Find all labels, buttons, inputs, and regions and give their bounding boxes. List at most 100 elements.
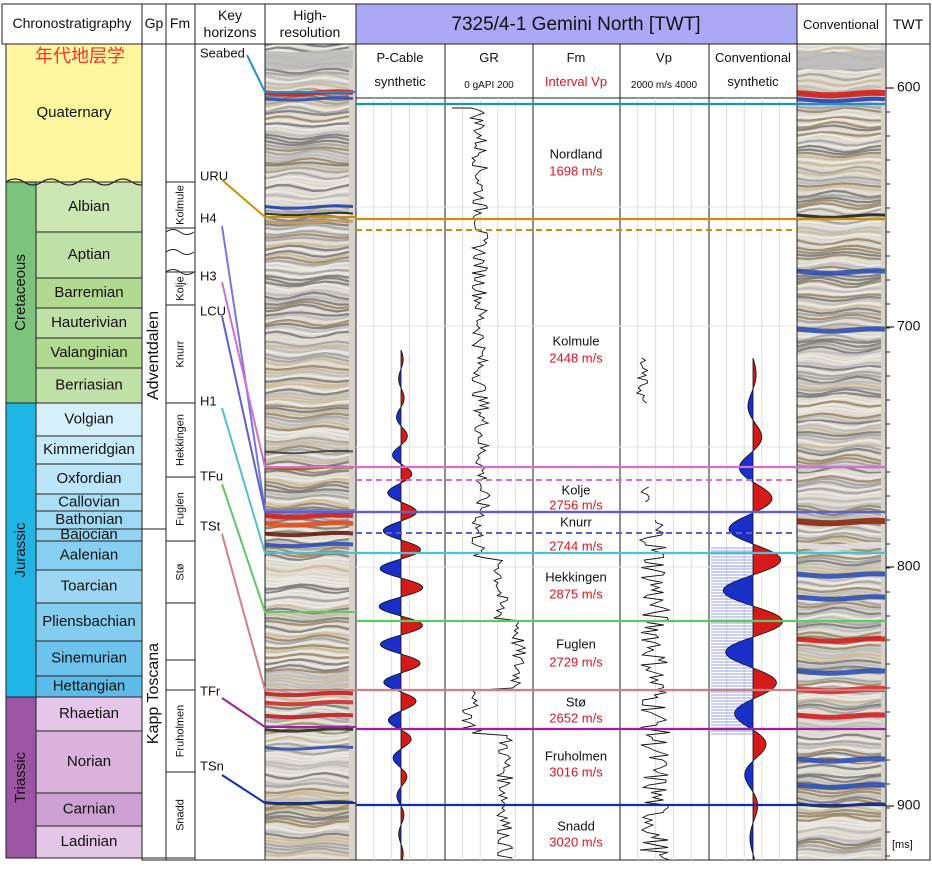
period-label: Cretaceous — [12, 254, 29, 331]
stage-sinemurian — [35, 640, 143, 677]
stage-kimmeridgian — [35, 435, 143, 465]
stage-label: Pliensbachian — [42, 613, 135, 630]
stage-label: Callovian — [58, 493, 120, 510]
stage-label: Kimmeridgian — [43, 441, 135, 458]
well-formation-vp: 2875 m/s — [549, 586, 603, 601]
stage-label: Barremian — [54, 284, 123, 301]
stage-label: Aptian — [68, 246, 111, 263]
chrono-header: Chronostratigraphy — [12, 15, 131, 31]
well-formation-name: Snadd — [557, 818, 595, 833]
interval-vp-header: Interval Vp — [545, 74, 607, 89]
stage-valanginian — [35, 337, 143, 369]
horizon-label: TSt — [200, 518, 221, 533]
stage-label: Volgian — [64, 410, 113, 427]
well-formation-vp: 2448 m/s — [549, 350, 603, 365]
period-triassic — [5, 696, 37, 859]
horizon-h3 — [221, 281, 356, 468]
stage-toarcian — [35, 569, 143, 604]
formation-label: Fruholmen — [174, 705, 186, 758]
conventional-synthetic-trace — [711, 357, 784, 860]
stage-label: Toarcian — [61, 577, 118, 594]
stage-ladinian — [35, 825, 143, 859]
horizon-label: TFu — [200, 468, 223, 483]
hires-header-line1: High- — [293, 7, 327, 23]
well-formation-vp: 2729 m/s — [549, 654, 603, 669]
well-formation-vp: 2756 m/s — [549, 497, 603, 512]
period-label: Triassic — [12, 751, 29, 803]
stage-label: Hettangian — [53, 677, 126, 694]
twt-tick-label: 900 — [897, 797, 921, 813]
well-formation-vp: 1698 m/s — [549, 163, 603, 178]
stage-rhaetian — [35, 696, 143, 732]
fm-well-header: Fm — [567, 50, 586, 65]
formation-label: Hekkingen — [174, 414, 186, 466]
stage-label: Oxfordian — [56, 470, 121, 487]
horizon-label: TSn — [200, 758, 224, 773]
formation-label: Knurr — [174, 340, 186, 367]
horizon-label: TFr — [200, 683, 221, 698]
horizon-label: H1 — [200, 393, 217, 408]
well-panel: P-Cable synthetic GR 0 gAPI 200 Fm Inter… — [355, 43, 798, 861]
gr-scale: 0 gAPI 200 — [464, 80, 514, 91]
stage-label: Ladinian — [61, 833, 118, 850]
chronostratigraphy-column: Cretaceous Jurassic Triassic Quaternary Albi… — [5, 43, 223, 859]
stage-label: Rhaetian — [59, 705, 119, 722]
twt-tick-label: 600 — [897, 79, 921, 95]
pcable-header-line2: synthetic — [374, 74, 426, 89]
conv-synthetic-header-line1: Conventional — [715, 50, 791, 65]
stage-label: Bathonian — [55, 511, 123, 528]
well-formation-name: Kolje — [562, 482, 591, 497]
well-formation-labels: Nordland 1698 m/s Kolmule 2448 m/s Kolje2756… — [545, 146, 607, 849]
stage-label: Bajocian — [60, 526, 118, 543]
well-formation-name: Stø — [566, 694, 586, 709]
horizon-label: H4 — [200, 210, 217, 225]
gr-header: GR — [479, 50, 499, 65]
well-formation-vp: 3016 m/s — [549, 764, 603, 779]
stage-barremian — [35, 277, 143, 309]
well-formation-vp: 2744 m/s — [549, 538, 603, 553]
high-resolution-seismic — [265, 44, 356, 860]
group-column: Adventdalen Kapp Toscana — [141, 43, 167, 861]
well-formation-name: Knurr — [560, 514, 592, 529]
pcable-header-line1: P-Cable — [377, 50, 424, 65]
key-header-line2: horizons — [204, 24, 257, 40]
formation-column: Kolmule Kolje Knurr Hekkingen Fuglen Stø Fruho… — [165, 43, 196, 861]
horizon-label: LCU — [200, 303, 226, 318]
gp-header: Gp — [145, 15, 164, 31]
stage-label: Carnian — [63, 800, 116, 817]
twt-axis: 600 700 800 900 [ms] — [885, 43, 931, 861]
vp-header: Vp — [656, 50, 672, 65]
twt-unit: [ms] — [892, 839, 913, 851]
stage-albian — [35, 181, 143, 233]
horizon-tfr — [221, 697, 356, 728]
well-formation-name: Kolmule — [553, 333, 600, 348]
formation-label: Stø — [174, 563, 186, 580]
group-label: Adventdalen — [145, 311, 162, 400]
well-formation-name: Fruholmen — [545, 748, 607, 763]
stage-hauterivian — [35, 307, 143, 339]
horizon-tst — [221, 533, 356, 691]
header-row: Chronostratigraphy Gp Fm Key horizons Hi… — [1, 3, 931, 45]
horizon-tfu — [221, 483, 356, 613]
horizon-lines: Seabed URU H4 H3 LCU H1 TFu TSt TFr TSn — [200, 45, 886, 807]
twt-tick-label: 700 — [897, 318, 921, 334]
well-formation-vp: 2652 m/s — [549, 710, 603, 725]
formation-label: Kolje — [174, 276, 186, 300]
formation-label: Snadd — [174, 799, 186, 831]
horizon-label: URU — [200, 168, 228, 183]
stage-label: Aalenian — [60, 546, 118, 563]
hires-header-line2: resolution — [280, 24, 341, 40]
stage-aalenian — [35, 540, 143, 571]
key-horizons-column — [194, 43, 266, 861]
period-label: Jurassic — [12, 522, 29, 578]
stage-label: Hauterivian — [51, 314, 127, 331]
well-formation-name: Hekkingen — [545, 569, 606, 584]
well-title-bar — [355, 3, 798, 45]
horizon-label: Seabed — [200, 45, 245, 60]
horizon-uru — [221, 179, 356, 218]
well-formation-name: Fuglen — [556, 636, 596, 651]
fm-header: Fm — [170, 15, 190, 31]
stage-norian — [35, 730, 143, 794]
formation-label: Fuglen — [174, 492, 186, 526]
